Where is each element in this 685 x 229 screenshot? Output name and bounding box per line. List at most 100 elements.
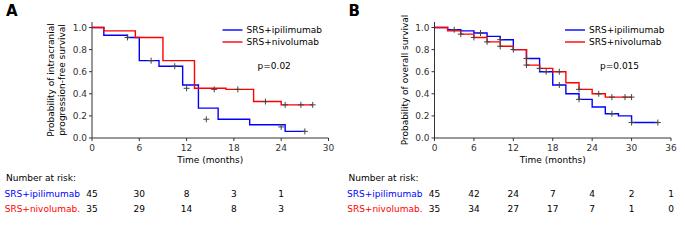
censor-mark [298,102,304,108]
risk-table-header: Number at risk: [349,173,419,183]
y-tick [432,27,435,28]
x-tick-label: 0 [432,143,438,153]
y-tick [89,115,92,116]
y-tick-label: 0.8 [415,45,430,55]
censor-mark [497,37,503,43]
censor-mark [523,55,529,61]
risk-count: 4 [589,189,595,199]
risk-count: 17 [547,204,558,214]
x-tick-label: 6 [471,143,477,153]
y-tick-label: 0.6 [73,67,88,77]
y-tick [89,93,92,94]
risk-count: 27 [508,204,519,214]
panel: A06121824300.00.20.40.60.81.0Time (month… [5,2,335,214]
risk-count: 8 [184,189,190,199]
x-tick-label: 24 [275,143,287,153]
censor-mark [184,85,190,91]
risk-count: 29 [134,204,146,214]
censor-mark [497,43,503,49]
censor-mark [235,86,241,92]
censor-mark [596,91,602,97]
y-axis-label: Probability of overall survival [400,15,410,146]
y-tick [89,49,92,50]
censor-mark [576,86,582,92]
y-axis-line [92,22,93,138]
x-tick-label: 24 [586,143,598,153]
y-axis-line [434,22,435,138]
x-tick-label: 6 [136,143,142,153]
risk-row-label: SRS+ipilimumab [347,189,423,199]
censor-mark [262,99,268,105]
x-tick-label: 36 [665,143,677,153]
y-tick-label: 0.8 [73,45,88,55]
censor-mark [622,94,628,100]
plot-area [435,27,661,126]
x-tick-label: 18 [228,143,240,153]
censor-mark [282,102,288,108]
chart: A06121824300.00.20.40.60.81.0Time (month… [0,0,685,229]
p-value: p=0.02 [258,61,291,71]
censor-mark [172,63,178,69]
y-tick [89,27,92,28]
x-tick [473,138,474,141]
x-tick [631,138,632,141]
y-tick [89,71,92,72]
x-tick-label: 30 [626,143,638,153]
legend-swatch [223,41,243,42]
risk-count: 2 [629,189,635,199]
censor-mark [302,128,308,134]
censor-mark [556,69,562,75]
censor-mark [148,58,154,64]
y-tick [432,71,435,72]
y-tick-label: 0.0 [415,133,430,143]
y-tick-label: 0.2 [73,111,87,121]
risk-count: 45 [86,189,97,199]
y-axis-label-line: Probability of overall survival [400,15,410,146]
censor-mark [477,30,483,36]
censor-mark [211,86,217,92]
risk-count: 30 [134,189,146,199]
legend-swatch [223,29,243,30]
censor-mark [609,111,615,117]
panel-label: B [349,2,360,20]
risk-row-label: SRS+nivolumab. [347,204,422,214]
risk-row-label: SRS+nivolumab. [5,204,80,214]
legend-entry: SRS+ipilimumab [589,25,665,35]
risk-count: 24 [508,189,520,199]
censor-mark [278,124,284,130]
risk-count: 3 [278,204,284,214]
risk-table-header: Number at risk: [6,173,76,183]
censor-mark [576,96,582,102]
y-tick-label: 0.4 [73,89,88,99]
x-tick [233,138,234,141]
y-axis-label-line: Probability of intracranial [46,23,56,136]
censor-mark [124,34,130,40]
y-tick-label: 1.0 [415,23,430,33]
x-tick-label: 0 [89,143,95,153]
censor-mark [510,47,516,53]
censor-mark [203,116,209,122]
censor-mark [451,27,457,33]
panel: B0612182430360.00.20.40.60.81.0Time (mon… [347,2,677,214]
x-tick [592,138,593,141]
y-axis-label-line: progression-free survival [57,24,67,136]
censor-mark [484,39,490,45]
x-tick [671,138,672,141]
censor-mark [310,102,316,108]
censor-mark [609,94,615,100]
y-tick [432,49,435,50]
y-tick-label: 0.2 [415,111,429,121]
risk-count: 1 [629,204,635,214]
risk-count: 7 [589,204,595,214]
x-tick-label: 12 [181,143,192,153]
legend-swatch [565,41,585,42]
censor-mark [471,34,477,40]
risk-count: 35 [86,204,97,214]
risk-count: 35 [429,204,440,214]
risk-count: 42 [468,189,479,199]
legend-entry: SRS+nivolumab [589,37,662,47]
y-tick-label: 0.0 [73,133,88,143]
risk-count: 7 [550,189,556,199]
x-axis-line [92,138,329,139]
censor-mark [629,120,635,126]
